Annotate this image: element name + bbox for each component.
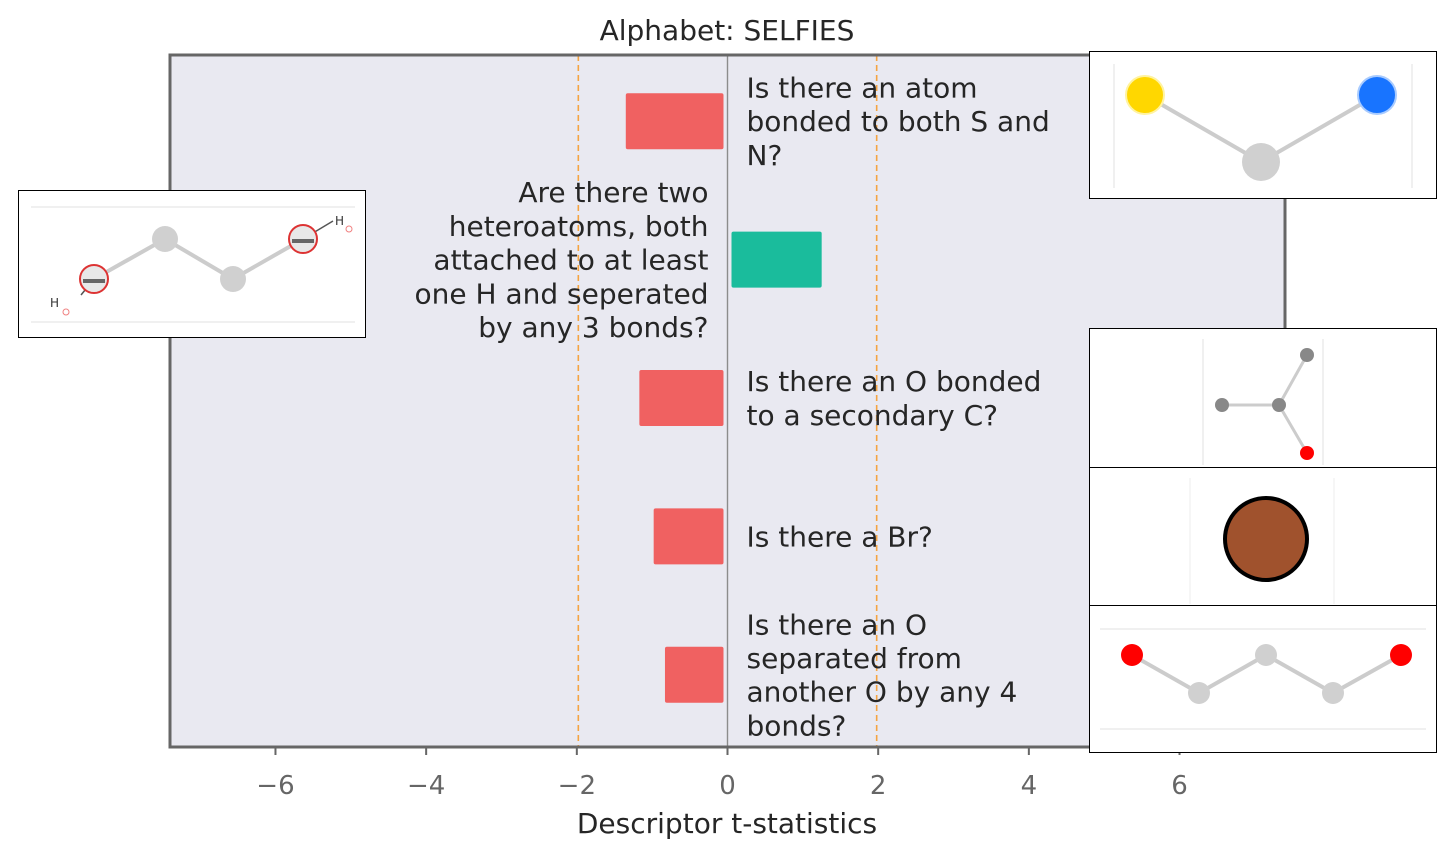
bar-label-1: Are there two heteroatoms, both attached t… [415,176,709,344]
bar-0 [625,93,724,150]
x-tick-label: −2 [558,771,596,801]
bar-label-line: Is there an O [747,608,928,641]
molecule-image-o-secondary-c [1089,328,1437,468]
molecule-image-heteroatoms-h: H H [18,190,366,338]
bar-label-line: by any 3 bonds? [478,311,708,344]
x-tick-label: 4 [1021,771,1038,801]
x-tick-label: −6 [256,771,294,801]
x-tick-label: −4 [407,771,445,801]
bar-label-2: Is there an O bonded to a secondary C? [747,365,1042,432]
bar-label-line: one H and seperated [415,277,709,310]
x-tick-label: 0 [719,771,736,801]
x-ticks: −6 −4 −2 0 2 4 6 [256,747,1188,801]
bar-label-line: bonds? [747,709,847,742]
bar-label-line: Is there a Br? [747,520,933,553]
bar-label-3: Is there a Br? [747,520,933,553]
bar-label-0: Is there an atom bonded to both S and N? [747,72,1050,172]
chart-title: Alphabet: SELFIES [600,14,855,47]
bar-label-line: to a secondary C? [747,399,998,432]
bar-labels: Is there an atom bonded to both S and N? Ar… [415,72,1050,743]
bar-label-line: N? [747,139,783,172]
bar-4 [664,646,724,703]
bar-label-line: Is there an O bonded [747,365,1042,398]
bar-label-line: another O by any 4 [747,676,1018,709]
bar-2 [639,370,724,426]
x-tick-label: 6 [1171,771,1188,801]
molecule-image-o-o-4-bonds [1089,605,1437,753]
bar-3 [653,508,724,565]
bar-label-line: Is there an atom [747,72,978,105]
molecule-image-br [1089,467,1437,607]
bar-label-line: bonded to both S and [747,105,1050,138]
bar-1 [731,231,822,288]
x-tick-label: 2 [870,771,887,801]
significance-lines [577,55,878,747]
bar-label-line: attached to at least [433,244,708,277]
molecule-image-s-n-bridge [1089,51,1437,199]
svg-text:H: H [335,214,344,228]
x-axis-label: Descriptor t-statistics [577,807,877,840]
bar-label-line: separated from [747,642,962,675]
bar-label-line: Are there two [518,176,708,209]
svg-text:H: H [50,296,59,310]
bar-label-line: heteroatoms, both [449,210,709,243]
bars [625,93,822,703]
